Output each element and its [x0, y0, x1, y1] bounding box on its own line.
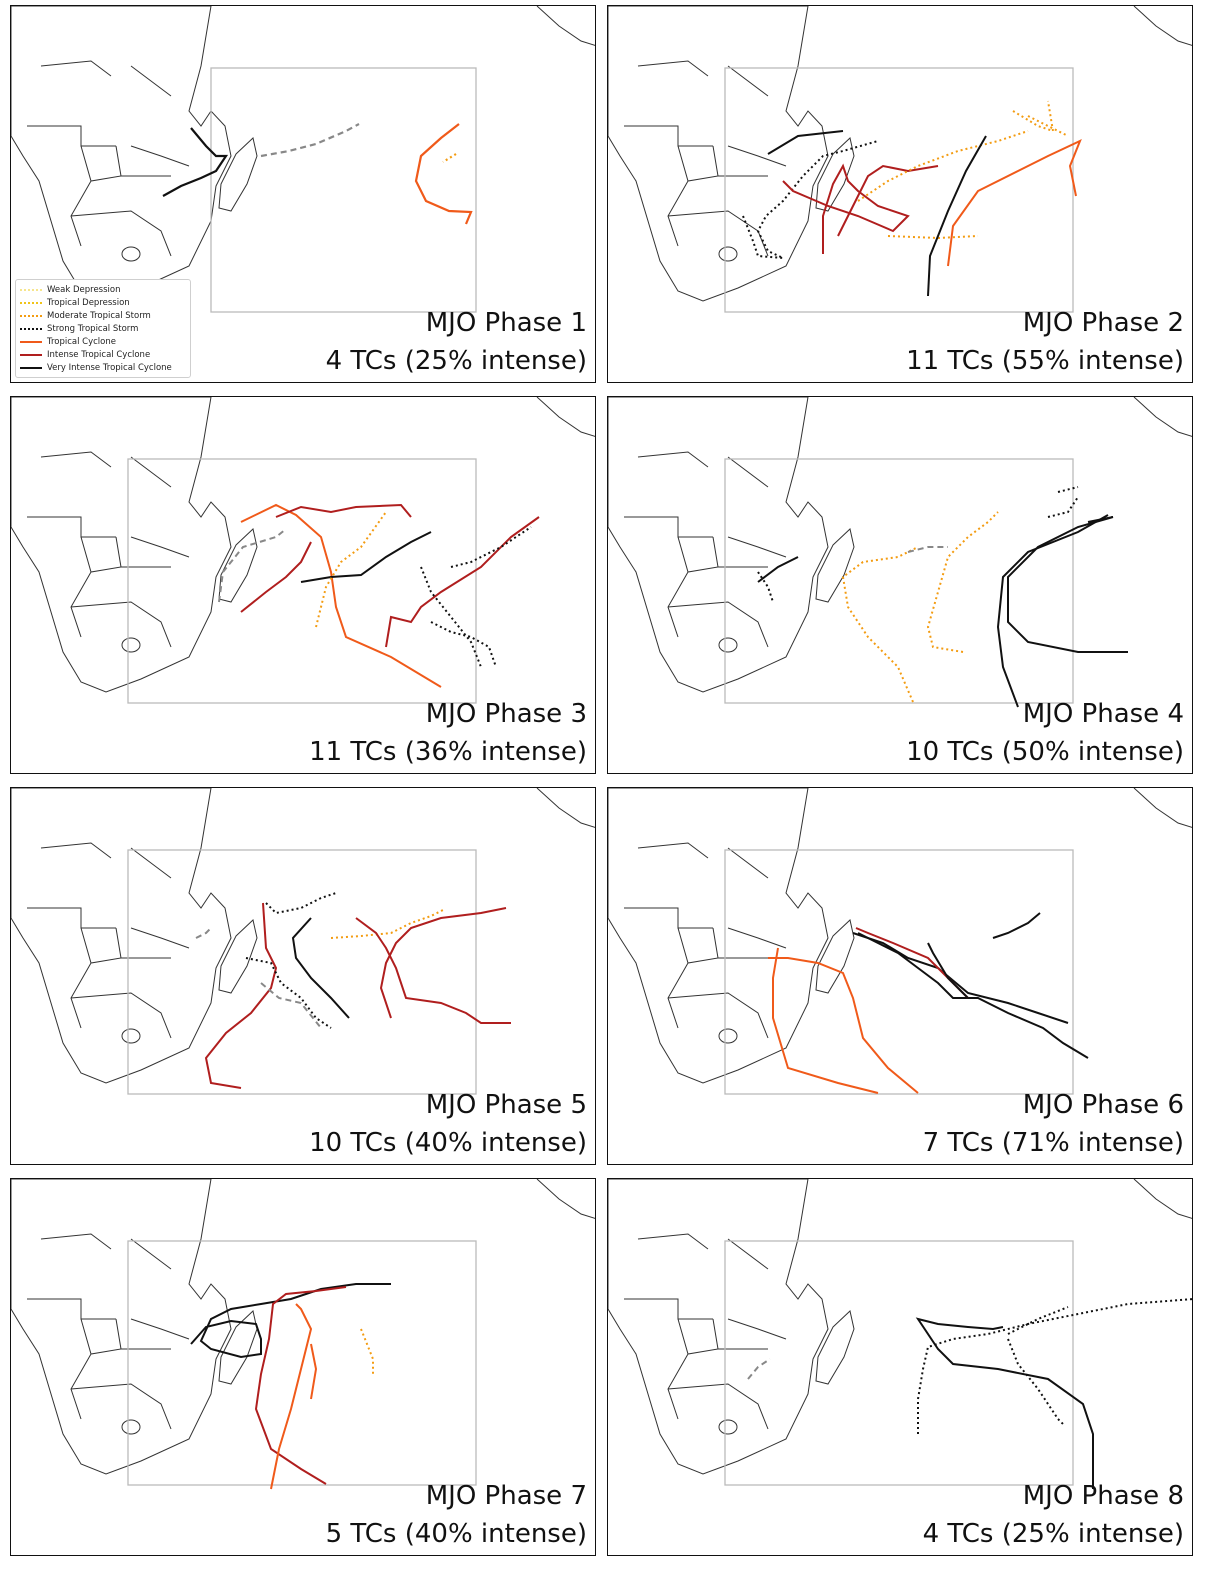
map-phase-5 [11, 788, 595, 1095]
analysis-domain-box [127, 1240, 477, 1486]
legend-item-intense-tropical-cyclone: Intense Tropical Cyclone [20, 348, 186, 361]
africa-coastline [11, 1179, 232, 1475]
lesotho-outline [121, 1028, 141, 1044]
legend-label: Tropical Depression [47, 297, 130, 308]
country-borders [624, 1233, 787, 1430]
map-panel-phase-8: MJO Phase 8 4 TCs (25% intense) [607, 1178, 1193, 1556]
africa-coastline [608, 1179, 829, 1475]
lesotho-outline [121, 637, 141, 653]
lesotho-outline [718, 1028, 738, 1044]
country-borders [624, 451, 787, 648]
country-borders [624, 60, 787, 257]
analysis-domain-box [127, 849, 477, 1095]
country-borders [27, 60, 190, 257]
panel-title: MJO Phase 5 [425, 1090, 587, 1120]
map-phase-1 [11, 6, 595, 313]
map-panel-phase-4: MJO Phase 4 10 TCs (50% intense) [607, 396, 1193, 774]
legend-item-tropical-depression: Tropical Depression [20, 296, 186, 309]
legend-label: Tropical Cyclone [47, 336, 116, 347]
panel-subtitle: 11 TCs (55% intense) [906, 346, 1184, 376]
map-panel-phase-6: MJO Phase 6 7 TCs (71% intense) [607, 787, 1193, 1165]
country-borders [624, 842, 787, 1039]
map-phase-6 [608, 788, 1192, 1095]
lesotho-outline [121, 1419, 141, 1435]
madagascar-outline [815, 919, 855, 994]
legend-item-moderate-tropical-storm: Moderate Tropical Storm [20, 309, 186, 322]
panel-subtitle: 10 TCs (40% intense) [309, 1128, 587, 1158]
map-phase-8 [608, 1179, 1192, 1489]
panel-title: MJO Phase 2 [1022, 308, 1184, 338]
arabia-india-coast [1133, 397, 1192, 437]
legend-label: Weak Depression [47, 284, 121, 295]
madagascar-outline [218, 528, 258, 603]
panel-title: MJO Phase 8 [1022, 1481, 1184, 1511]
panel-subtitle: 10 TCs (50% intense) [906, 737, 1184, 767]
madagascar-outline [218, 1310, 258, 1385]
africa-coastline [11, 788, 232, 1084]
panel-title: MJO Phase 4 [1022, 699, 1184, 729]
legend-item-tropical-cyclone: Tropical Cyclone [20, 335, 186, 348]
panel-subtitle: 4 TCs (25% intense) [922, 1519, 1184, 1549]
map-panel-phase-1: Weak Depression Tropical Depression Mode… [10, 5, 596, 383]
analysis-domain-box [724, 849, 1074, 1095]
country-borders [27, 1233, 190, 1430]
arabia-india-coast [1133, 788, 1192, 828]
panel-subtitle: 11 TCs (36% intense) [309, 737, 587, 767]
country-borders [27, 842, 190, 1039]
legend-item-weak-depression: Weak Depression [20, 283, 186, 296]
legend-label: Strong Tropical Storm [47, 323, 139, 334]
madagascar-outline [218, 919, 258, 994]
panel-subtitle: 4 TCs (25% intense) [325, 346, 587, 376]
legend-label: Intense Tropical Cyclone [47, 349, 151, 360]
legend-label: Moderate Tropical Storm [47, 310, 151, 321]
legend-label: Very Intense Tropical Cyclone [47, 362, 172, 373]
map-panel-phase-3: MJO Phase 3 11 TCs (36% intense) [10, 396, 596, 774]
arabia-india-coast [536, 1179, 595, 1219]
map-phase-3 [11, 397, 595, 704]
map-phase-2 [608, 6, 1192, 313]
arabia-india-coast [1133, 6, 1192, 46]
lesotho-outline [121, 246, 141, 262]
panel-title: MJO Phase 3 [425, 699, 587, 729]
analysis-domain-box [724, 67, 1074, 313]
lesotho-outline [718, 1419, 738, 1435]
panel-title: MJO Phase 6 [1022, 1090, 1184, 1120]
map-panel-phase-2: MJO Phase 2 11 TCs (55% intense) [607, 5, 1193, 383]
analysis-domain-box [724, 1240, 1074, 1486]
legend-item-strong-tropical-storm: Strong Tropical Storm [20, 322, 186, 335]
arabia-india-coast [536, 788, 595, 828]
madagascar-outline [815, 137, 855, 212]
arabia-india-coast [536, 397, 595, 437]
africa-coastline [608, 788, 829, 1084]
lesotho-outline [718, 246, 738, 262]
legend-item-very-intense-tropical-cyclone: Very Intense Tropical Cyclone [20, 361, 186, 374]
lesotho-outline [718, 637, 738, 653]
panel-subtitle: 5 TCs (40% intense) [325, 1519, 587, 1549]
madagascar-outline [218, 137, 258, 212]
map-phase-7 [11, 1179, 595, 1490]
track-intensity-legend: Weak Depression Tropical Depression Mode… [15, 279, 191, 378]
africa-coastline [608, 6, 829, 302]
panel-subtitle: 7 TCs (71% intense) [922, 1128, 1184, 1158]
analysis-domain-box [127, 458, 477, 704]
map-panel-phase-7: MJO Phase 7 5 TCs (40% intense) [10, 1178, 596, 1556]
analysis-domain-box [210, 67, 477, 313]
analysis-domain-box [724, 458, 1074, 704]
arabia-india-coast [536, 6, 595, 46]
africa-coastline [11, 6, 232, 302]
country-borders [27, 451, 190, 648]
africa-coastline [11, 397, 232, 693]
africa-coastline [608, 397, 829, 693]
map-phase-4 [608, 397, 1192, 708]
panel-title: MJO Phase 1 [425, 308, 587, 338]
map-panel-phase-5: MJO Phase 5 10 TCs (40% intense) [10, 787, 596, 1165]
panel-title: MJO Phase 7 [425, 1481, 587, 1511]
madagascar-outline [815, 528, 855, 603]
madagascar-outline [815, 1310, 855, 1385]
arabia-india-coast [1133, 1179, 1192, 1219]
